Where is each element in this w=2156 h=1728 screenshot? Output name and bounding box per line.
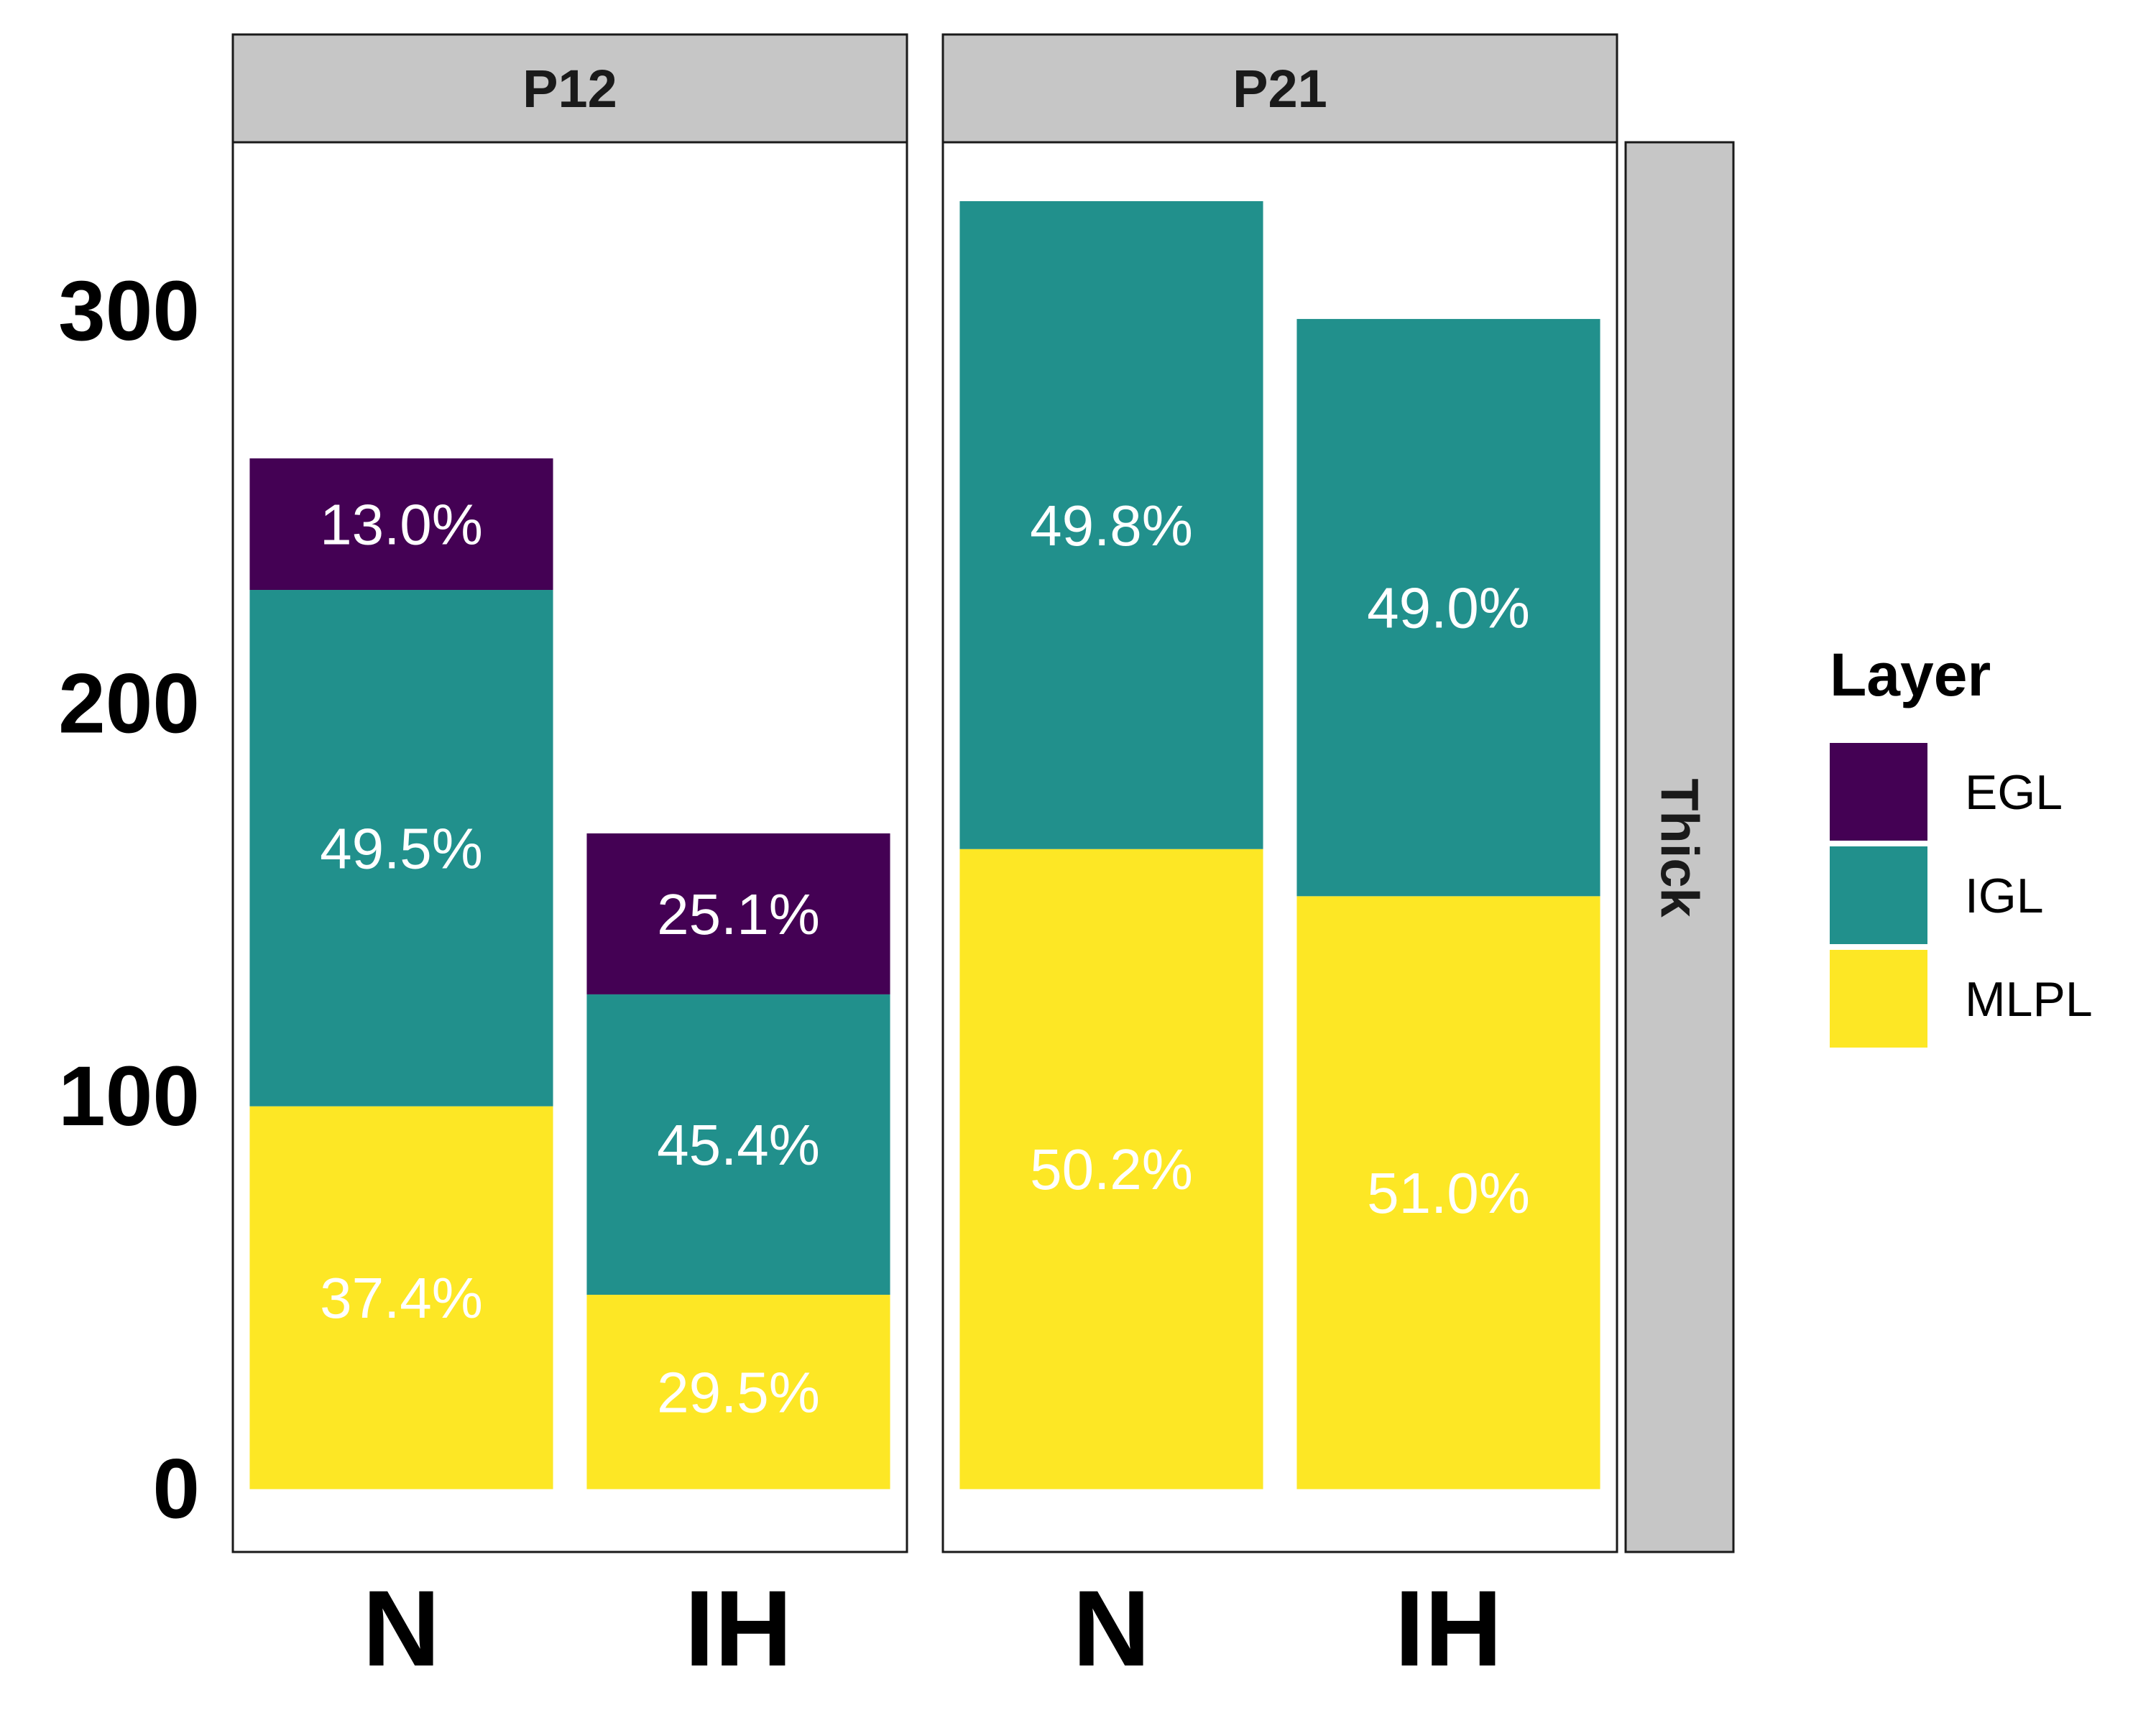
bar-P12-N-MLPL xyxy=(249,1106,553,1489)
x-tick-label-P21-IH: IH xyxy=(1395,1568,1503,1688)
strip-P12 xyxy=(231,33,908,144)
bar-P12-IH-IGL xyxy=(586,994,890,1295)
legend-label-EGL: EGL xyxy=(1965,765,2063,820)
data-label-P21-IH-IGL: 49.0% xyxy=(1367,576,1530,640)
x-tick-label-P12-N: N xyxy=(362,1568,440,1688)
bar-P21-IH-MLPL xyxy=(1296,896,1600,1489)
data-label-P12-IH-MLPL: 29.5% xyxy=(657,1360,820,1424)
data-label-P21-N-MLPL: 50.2% xyxy=(1030,1137,1193,1201)
legend-key-IGL xyxy=(1830,846,1927,944)
y-tick-label-300: 300 xyxy=(58,264,200,359)
legend-key-MLPL xyxy=(1830,950,1927,1048)
strip-label-P21: P21 xyxy=(1233,59,1327,119)
data-label-P12-IH-IGL: 45.4% xyxy=(657,1113,820,1177)
bar-P12-IH-MLPL xyxy=(586,1295,890,1489)
x-tick-label-P21-N: N xyxy=(1072,1568,1150,1688)
data-label-P12-N-EGL: 13.0% xyxy=(320,492,483,556)
bar-P21-N-IGL xyxy=(959,200,1263,849)
bar-P12-N-EGL xyxy=(249,458,553,591)
x-tick-label-P12-IH: IH xyxy=(685,1568,793,1688)
bar-P21-N-MLPL xyxy=(959,849,1263,1489)
strip-P21 xyxy=(941,33,1618,144)
bar-P12-IH-EGL xyxy=(586,833,890,994)
strip-label-P12: P12 xyxy=(522,59,617,119)
y-tick-label-0: 0 xyxy=(152,1442,200,1537)
legend-title: Layer xyxy=(1830,641,1991,708)
y-tick-label-100: 100 xyxy=(58,1049,200,1144)
data-label-P12-N-MLPL: 37.4% xyxy=(320,1266,483,1330)
row-strip-label: Thick xyxy=(1650,778,1710,918)
legend-label-IGL: IGL xyxy=(1965,869,2044,923)
legend-key-EGL xyxy=(1830,743,1927,841)
data-label-P21-N-IGL: 49.8% xyxy=(1030,494,1193,558)
y-tick-label-200: 200 xyxy=(58,657,200,752)
data-label-P12-IH-EGL: 25.1% xyxy=(657,882,820,946)
data-label-P21-IH-MLPL: 51.0% xyxy=(1367,1161,1530,1225)
legend-label-MLPL: MLPL xyxy=(1965,972,2093,1027)
bar-P21-IH-IGL xyxy=(1296,318,1600,897)
row-strip xyxy=(1624,141,1735,1553)
bar-P12-N-IGL xyxy=(249,590,553,1106)
data-label-P12-N-IGL: 49.5% xyxy=(320,816,483,880)
